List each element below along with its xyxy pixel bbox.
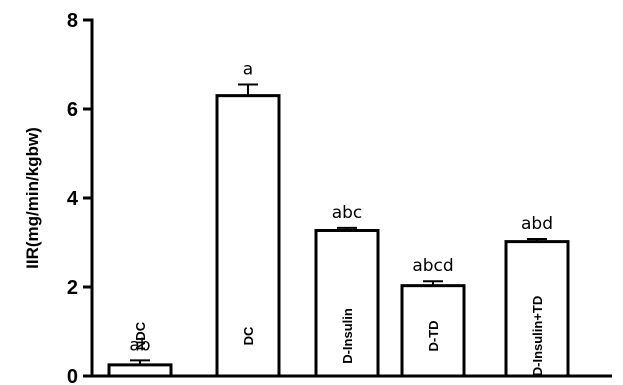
category-label: D-Insulin [340,308,355,364]
significance-label: ab [129,335,150,355]
y-axis-title: IIR(mg/min/kgbw) [23,127,42,269]
significance-label: abc [332,203,363,223]
bar-dc [215,94,281,378]
category-label: D-TD [426,320,441,351]
y-tick-label: 2 [67,277,78,299]
category-label: D-Insulin+TD [530,296,545,377]
bar-d-td [400,284,466,378]
y-tick-label: 8 [67,10,78,32]
significance-label: abcd [412,256,453,276]
y-tick-label: 4 [67,188,79,210]
significance-label: a [243,60,253,80]
y-tick-label: 0 [67,366,78,385]
y-tick-label: 6 [67,99,78,121]
category-label: DC [241,326,256,345]
category-label: NDC [133,321,148,350]
bar-ndc [107,363,173,378]
bar-d-insulin [314,228,380,378]
significance-label: abd [521,214,553,234]
y-axis: 0 2 4 6 8 [67,10,94,385]
